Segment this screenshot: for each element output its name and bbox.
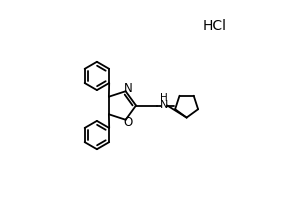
Text: N: N: [124, 82, 133, 95]
Text: HCl: HCl: [203, 19, 227, 33]
Text: N: N: [160, 100, 168, 110]
Text: H: H: [160, 93, 168, 103]
Text: O: O: [124, 116, 133, 129]
